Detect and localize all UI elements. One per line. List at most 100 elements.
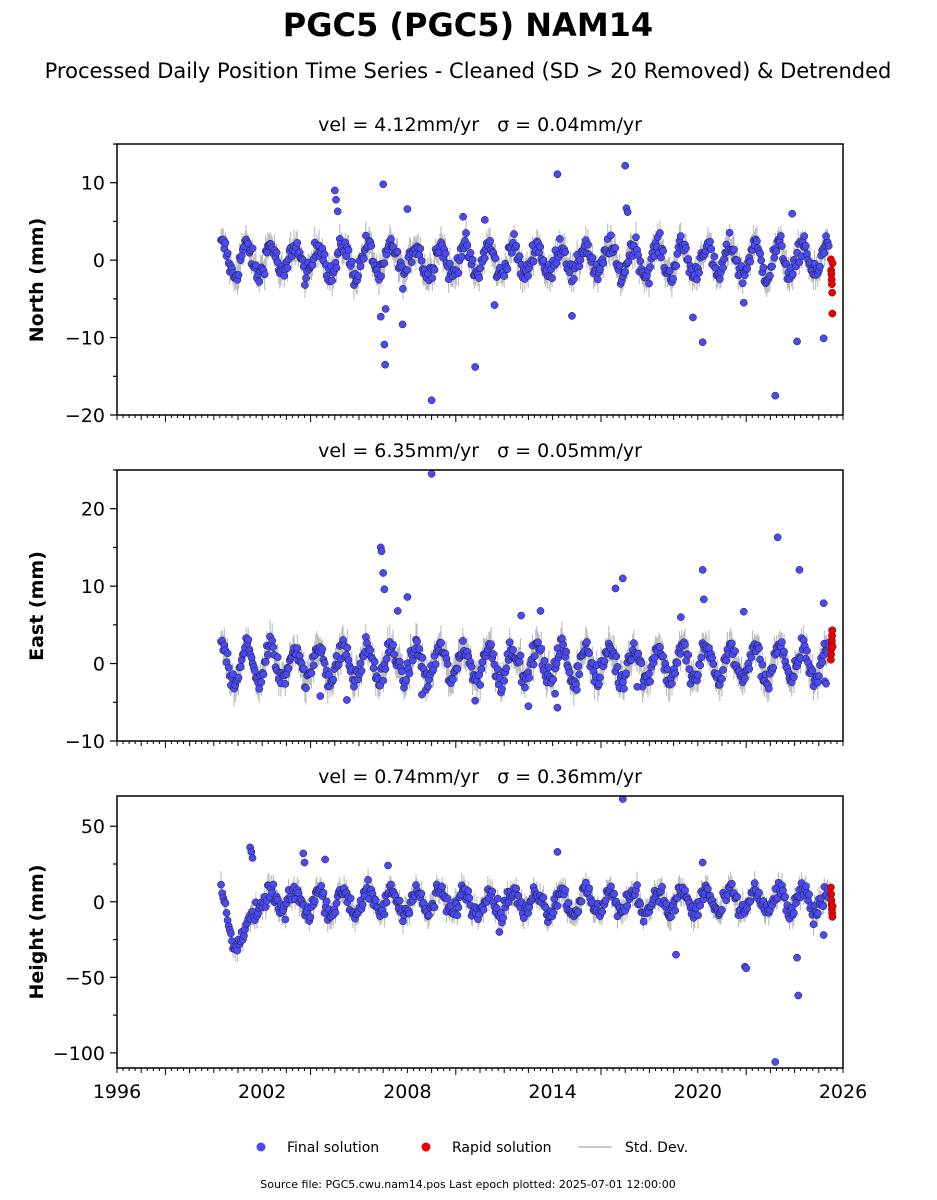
rapid-solution-point bbox=[828, 642, 837, 651]
final-solution-point bbox=[795, 566, 804, 574]
rapid-solution-point bbox=[828, 288, 836, 297]
final-solution-point bbox=[657, 253, 665, 262]
final-solution-point bbox=[610, 889, 619, 898]
final-solution-point bbox=[633, 682, 642, 691]
y-tick-label: 0 bbox=[93, 654, 105, 676]
final-solution-point bbox=[755, 888, 763, 897]
east-vel-title: vel = 6.35mm/yr σ = 0.05mm/yr bbox=[318, 440, 642, 462]
final-solution-point bbox=[264, 651, 272, 659]
final-solution-point bbox=[619, 678, 627, 687]
north-panel: vel = 4.12mm/yr σ = 0.04mm/yr North (mm) … bbox=[26, 114, 844, 427]
final-solution-point bbox=[437, 639, 445, 647]
final-solution-point bbox=[318, 645, 327, 653]
final-solution-point bbox=[584, 240, 592, 249]
final-solution-point bbox=[269, 880, 278, 889]
final-solution-point bbox=[479, 905, 488, 914]
y-ticks: 10 0 −10 −20 bbox=[65, 143, 117, 427]
final-solution-point bbox=[585, 884, 593, 893]
final-solution-point bbox=[536, 242, 544, 251]
final-solution-point bbox=[222, 909, 231, 917]
rapid-solution-point bbox=[828, 626, 837, 635]
final-solution-point bbox=[746, 257, 755, 266]
final-solution-point bbox=[217, 880, 225, 889]
final-solution-point bbox=[281, 915, 290, 924]
final-solution-point bbox=[645, 669, 653, 678]
final-solution-point bbox=[443, 660, 452, 668]
final-solution-point bbox=[382, 655, 391, 663]
final-solution-point bbox=[486, 237, 494, 245]
y-tick-label: −50 bbox=[65, 967, 105, 989]
final-solution-point bbox=[393, 607, 402, 615]
final-solution-point bbox=[559, 640, 567, 649]
y-tick-label: −10 bbox=[65, 328, 105, 350]
final-solution-point bbox=[612, 652, 621, 661]
final-solution-point bbox=[347, 257, 356, 266]
final-solution-point bbox=[223, 249, 232, 258]
final-solution-point bbox=[719, 263, 727, 272]
final-solution-point bbox=[745, 664, 754, 673]
final-solution-point bbox=[733, 256, 742, 265]
final-solution-point bbox=[524, 702, 533, 711]
final-solution-point bbox=[706, 237, 714, 246]
final-solution-point bbox=[624, 257, 633, 266]
final-solution-point bbox=[397, 667, 406, 676]
final-solution-point bbox=[703, 885, 712, 893]
final-solution-point bbox=[332, 195, 340, 204]
final-solution-point bbox=[697, 653, 706, 662]
final-solution-point bbox=[438, 882, 446, 891]
height-vel-title: vel = 0.74mm/yr σ = 0.36mm/yr bbox=[318, 766, 642, 788]
final-solution-point bbox=[255, 278, 264, 286]
final-solution-point bbox=[802, 882, 810, 891]
y-tick-label: 10 bbox=[81, 576, 105, 598]
final-solution-point bbox=[487, 640, 495, 649]
final-solution-point bbox=[700, 595, 708, 604]
final-solution-point bbox=[417, 256, 426, 265]
final-solution-point bbox=[234, 673, 243, 682]
final-solution-point bbox=[741, 674, 749, 683]
final-solution-point bbox=[669, 274, 677, 283]
final-solution-point bbox=[694, 671, 702, 679]
final-solution-point bbox=[696, 901, 705, 910]
final-solution-point bbox=[758, 660, 767, 669]
final-solution-point bbox=[539, 893, 548, 902]
figure-subtitle: Processed Daily Position Time Series - C… bbox=[45, 59, 892, 83]
final-solution-point bbox=[819, 599, 828, 608]
final-solution-point bbox=[492, 904, 501, 912]
final-solution-point bbox=[805, 890, 813, 899]
final-solution-point bbox=[659, 247, 668, 255]
final-solution-point bbox=[379, 180, 388, 189]
final-solution-point bbox=[684, 651, 693, 659]
final-solution-point bbox=[505, 638, 514, 647]
final-solution-point bbox=[672, 950, 680, 959]
final-solution-point bbox=[819, 902, 828, 911]
final-solution-point bbox=[790, 909, 798, 917]
final-solution-point bbox=[822, 232, 830, 240]
final-solution-point bbox=[272, 248, 281, 257]
final-solution-point bbox=[818, 658, 827, 667]
figure-title: PGC5 (PGC5) NAM14 bbox=[283, 6, 653, 44]
final-solution-point bbox=[381, 665, 390, 673]
final-solution-point bbox=[413, 637, 421, 646]
final-solution-point bbox=[738, 279, 747, 288]
final-solution-point bbox=[727, 879, 736, 888]
final-solution-point bbox=[622, 669, 631, 678]
final-solution-point bbox=[510, 230, 518, 238]
final-solution-point bbox=[813, 678, 822, 687]
final-solution-point bbox=[803, 646, 811, 655]
final-solution-point bbox=[402, 676, 411, 684]
final-solution-point bbox=[524, 909, 533, 917]
final-solution-point bbox=[820, 249, 829, 257]
final-solution-point bbox=[445, 259, 454, 268]
final-solution-point bbox=[425, 911, 433, 920]
final-solution-point bbox=[387, 235, 395, 243]
final-solution-point bbox=[771, 1058, 780, 1066]
final-solution-point bbox=[493, 894, 502, 903]
final-solution-point bbox=[475, 274, 484, 282]
final-solution-point bbox=[561, 248, 570, 256]
final-solution-point bbox=[685, 665, 694, 674]
final-solution-point bbox=[788, 209, 797, 218]
final-solution-point bbox=[281, 679, 290, 688]
final-solution-point bbox=[620, 684, 628, 693]
y-ticks: 20 10 0 −10 bbox=[65, 469, 117, 753]
